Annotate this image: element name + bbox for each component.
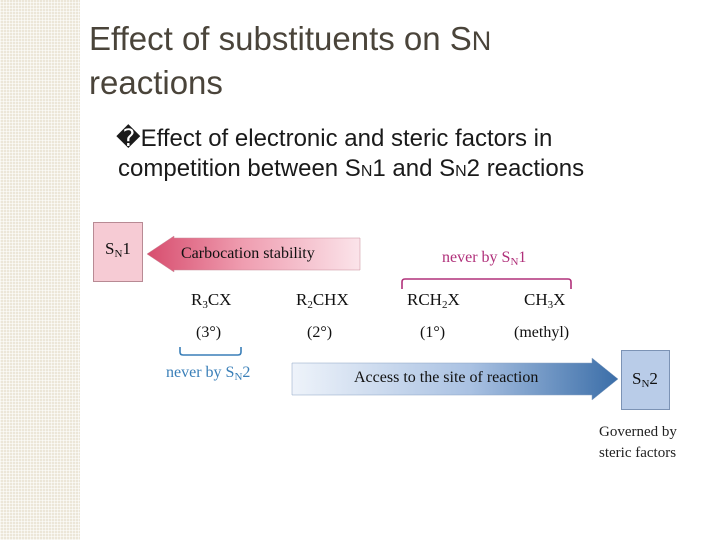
compound-methyl: CH3X (524, 290, 566, 311)
carbocation-stability-label: Carbocation stability (181, 245, 315, 262)
degree-tertiary: (3°) (196, 324, 222, 341)
title-text: Effect of substituents on S (89, 20, 472, 57)
access-site-label: Access to the site of reaction (354, 369, 539, 386)
sn2-box: SN2 (621, 350, 670, 410)
title-text-line2: reactions (89, 64, 223, 101)
bullet-text-line2b: 1 and S (372, 155, 456, 182)
bullet-n-sub-2: N (455, 163, 467, 180)
bullet-glyph: � (116, 125, 141, 152)
bullet-point: �Effect of electronic and steric factors… (116, 124, 698, 187)
compound-primary: RCH2X (407, 290, 460, 311)
never-sn2-bracket (179, 347, 242, 356)
never-sn1-bracket (401, 278, 572, 289)
never-by-sn1-label: never by SN1 (442, 249, 527, 268)
access-arrow (291, 357, 619, 401)
bullet-n-sub-1: N (360, 163, 373, 180)
slide-title: Effect of substituents on SN reactions (89, 18, 689, 104)
sn1-box: SN1 (93, 222, 143, 282)
degree-secondary: (2°) (307, 324, 333, 341)
compound-secondary: R2CHX (296, 290, 349, 311)
decorative-side-band (0, 0, 80, 540)
never-by-sn2-label: never by SN2 (166, 364, 251, 383)
governed-by-steric-note: Governed by steric factors (599, 424, 677, 461)
compound-tertiary: R3CX (191, 290, 232, 311)
degree-methyl: (methyl) (514, 324, 570, 341)
bullet-text-line1: Effect of electronic and steric factors … (140, 125, 553, 152)
title-subscript: N (471, 26, 492, 56)
carbocation-arrow (146, 235, 361, 273)
degree-primary: (1°) (420, 324, 446, 341)
bullet-text-line2a: competition between S (118, 155, 361, 182)
bullet-text-line2c: 2 reactions (466, 155, 585, 182)
